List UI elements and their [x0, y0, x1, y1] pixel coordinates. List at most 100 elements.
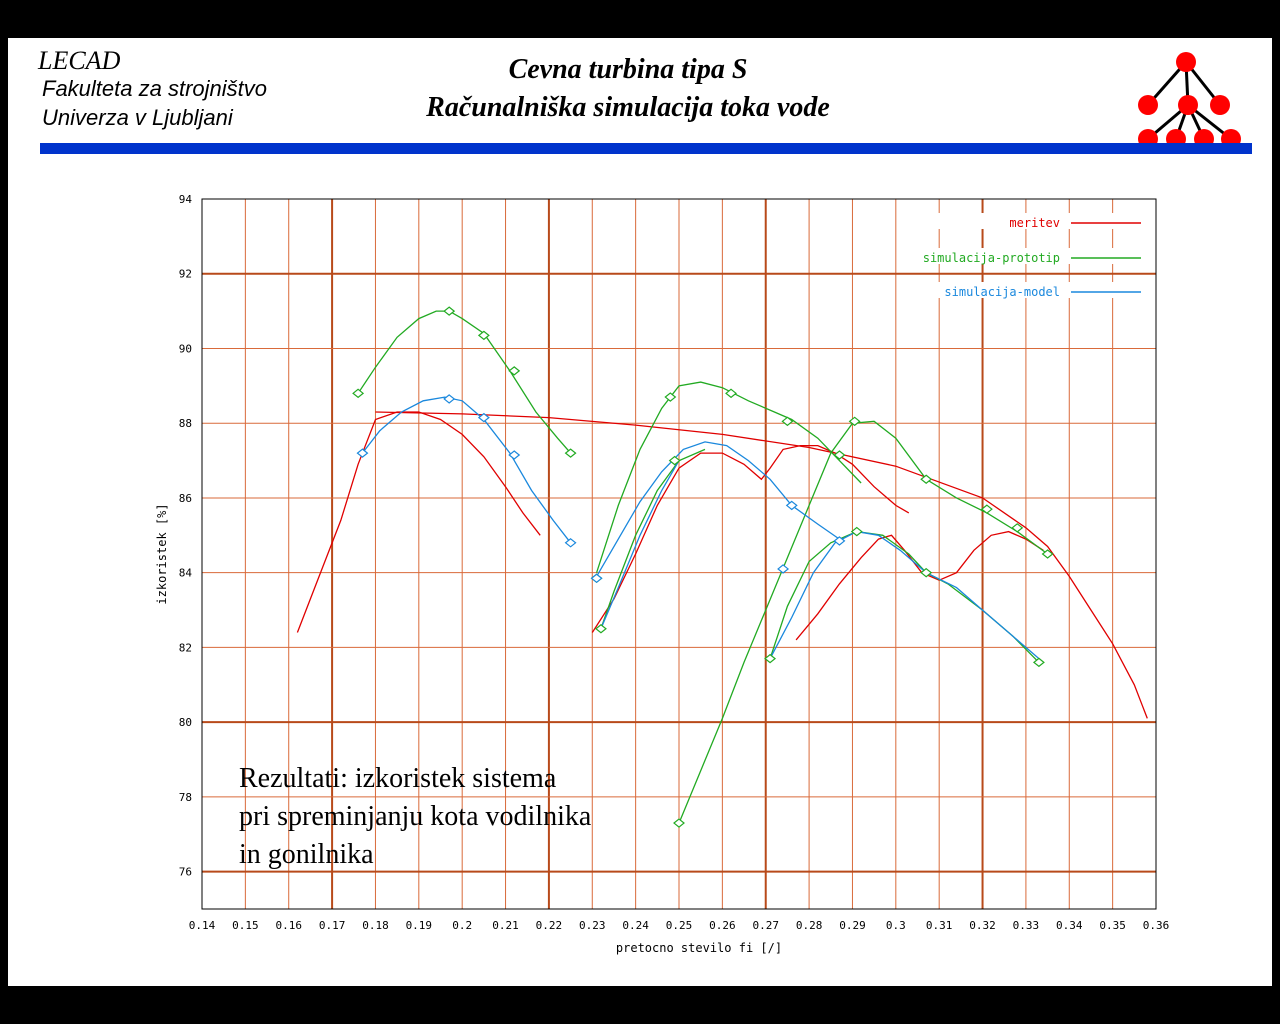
y-tick-label: 92 — [179, 268, 192, 281]
simulacija-prototip-marker — [668, 455, 681, 466]
y-tick-label: 82 — [179, 641, 192, 654]
y-tick-label: 84 — [179, 567, 193, 580]
simulacija-prototip-marker — [781, 416, 794, 427]
x-tick-label: 0.28 — [796, 919, 823, 932]
simulacija-prototip-marker — [673, 818, 685, 828]
legend-label: meritev — [1009, 216, 1060, 230]
x-tick-label: 0.24 — [622, 919, 649, 932]
x-tick-label: 0.27 — [752, 919, 779, 932]
university-name: Univerza v Ljubljani — [42, 105, 233, 130]
simulacija-prototip-marker — [833, 450, 846, 460]
x-tick-label: 0.23 — [579, 919, 606, 932]
legend-bg — [908, 282, 1154, 298]
logo-node — [1194, 129, 1214, 143]
slide-title: Cevna turbina tipa S — [508, 54, 748, 85]
faculty-name: Fakulteta za strojništvo — [42, 76, 267, 101]
simulacija-model-marker — [785, 500, 798, 511]
efficiency-chart: 0.14 0.15 0.16 0.17 0.18 0.19 0.2 0.21 0.22 0.23 0… — [155, 193, 1170, 955]
y-axis-label: izkoristek [%] — [155, 503, 169, 604]
chart-legend: meritev simulacija-prototip simulacija-mod… — [908, 213, 1154, 299]
x-tick-label: 0.33 — [1013, 919, 1040, 932]
header-divider — [40, 143, 1252, 154]
x-axis-label: pretocno stevilo fi [/] — [616, 941, 782, 955]
caption-line-1: Rezultati: izkoristek sistema — [239, 763, 557, 794]
simulacija-model-curve — [600, 460, 680, 629]
simulacija-prototip-curve — [357, 310, 572, 454]
logo-node — [1210, 95, 1230, 115]
simulacija-model-curve — [361, 396, 572, 544]
y-tick-label: 94 — [179, 193, 193, 206]
legend-label: simulacija-prototip — [923, 251, 1060, 265]
x-tick-label: 0.35 — [1099, 919, 1126, 932]
simulacija-prototip-marker — [850, 526, 863, 537]
x-tick-label: 0.21 — [492, 919, 519, 932]
legend-label: simulacija-model — [944, 285, 1060, 299]
simulacija-prototip-marker — [477, 330, 490, 341]
logo-node — [1166, 129, 1186, 143]
caption-line-2: pri spreminjanju kota vodilnika — [239, 801, 592, 832]
x-tick-label: 0.3 — [886, 919, 906, 932]
chart-curves — [296, 310, 1148, 824]
simulacija-prototip-marker — [920, 567, 933, 578]
plot-border — [201, 198, 1157, 910]
simulacija-model-marker — [564, 538, 577, 548]
simulacija-model-marker — [443, 394, 456, 404]
simulacija-prototip-marker — [508, 366, 521, 376]
simulacija-prototip-curve — [600, 448, 706, 629]
x-tick-label: 0.2 — [452, 919, 472, 932]
simulacija-model-marker — [477, 412, 490, 423]
simulacija-prototip-marker — [1041, 549, 1054, 559]
x-tick-label: 0.31 — [926, 919, 953, 932]
x-tick-label: 0.34 — [1056, 919, 1083, 932]
x-tick-label: 0.19 — [406, 919, 433, 932]
y-tick-label: 88 — [179, 417, 192, 430]
simulacija-prototip-marker — [594, 623, 607, 634]
tree-icon — [1138, 52, 1241, 143]
simulacija-prototip-marker — [564, 448, 577, 458]
x-tick-label: 0.17 — [319, 919, 346, 932]
x-tick-label: 0.22 — [536, 919, 563, 932]
simulacija-prototip-marker — [1032, 657, 1045, 668]
x-tick-label: 0.26 — [709, 919, 736, 932]
simulacija-model-curve — [596, 441, 840, 577]
logo-node — [1138, 95, 1158, 115]
x-tick-label: 0.36 — [1143, 919, 1170, 932]
simulacija-prototip-curve — [678, 420, 1048, 824]
logo-node — [1178, 95, 1198, 115]
meritev-curve — [375, 411, 1148, 719]
y-tick-label: 76 — [179, 866, 192, 879]
x-tick-label: 0.32 — [969, 919, 996, 932]
simulacija-prototip-curve — [595, 381, 862, 573]
y-tick-label: 78 — [179, 791, 192, 804]
simulacija-model-marker — [833, 536, 846, 546]
chart-ticks: 0.14 0.15 0.16 0.17 0.18 0.19 0.2 0.21 0.22 0.23 0… — [179, 193, 1170, 932]
simulacija-prototip-marker — [664, 392, 677, 402]
y-tick-label: 80 — [179, 716, 192, 729]
simulacija-prototip-marker — [352, 388, 365, 399]
caption-line-3: in gonilnika — [239, 839, 374, 870]
chart-markers — [352, 306, 1054, 828]
simulacija-prototip-marker — [1011, 523, 1024, 533]
logo-node — [1221, 129, 1241, 143]
x-tick-label: 0.29 — [839, 919, 866, 932]
logo-node — [1138, 129, 1158, 143]
simulacija-model-marker — [508, 450, 521, 460]
result-caption: Rezultati: izkoristek sistema pri spremi… — [239, 760, 591, 874]
simulacija-model-curve — [769, 530, 1044, 663]
simulacija-model-marker — [590, 573, 603, 584]
y-tick-label: 90 — [179, 342, 192, 355]
simulacija-prototip-marker — [443, 306, 456, 316]
simulacija-prototip-marker — [920, 474, 933, 485]
lab-name: LECAD — [38, 46, 121, 75]
simulacija-model-marker — [356, 448, 369, 458]
simulacija-prototip-curve — [769, 530, 1040, 663]
chart-frame — [201, 198, 1157, 910]
simulacija-prototip-marker — [725, 388, 737, 399]
x-tick-label: 0.25 — [666, 919, 693, 932]
simulacija-prototip-marker — [764, 653, 777, 664]
slide: LECAD Fakulteta za strojništvo Univerza … — [8, 38, 1272, 986]
y-tick-label: 86 — [179, 492, 192, 505]
legend-bg — [908, 248, 1154, 264]
meritev-curve — [591, 444, 910, 633]
meritev-curve — [296, 411, 541, 633]
